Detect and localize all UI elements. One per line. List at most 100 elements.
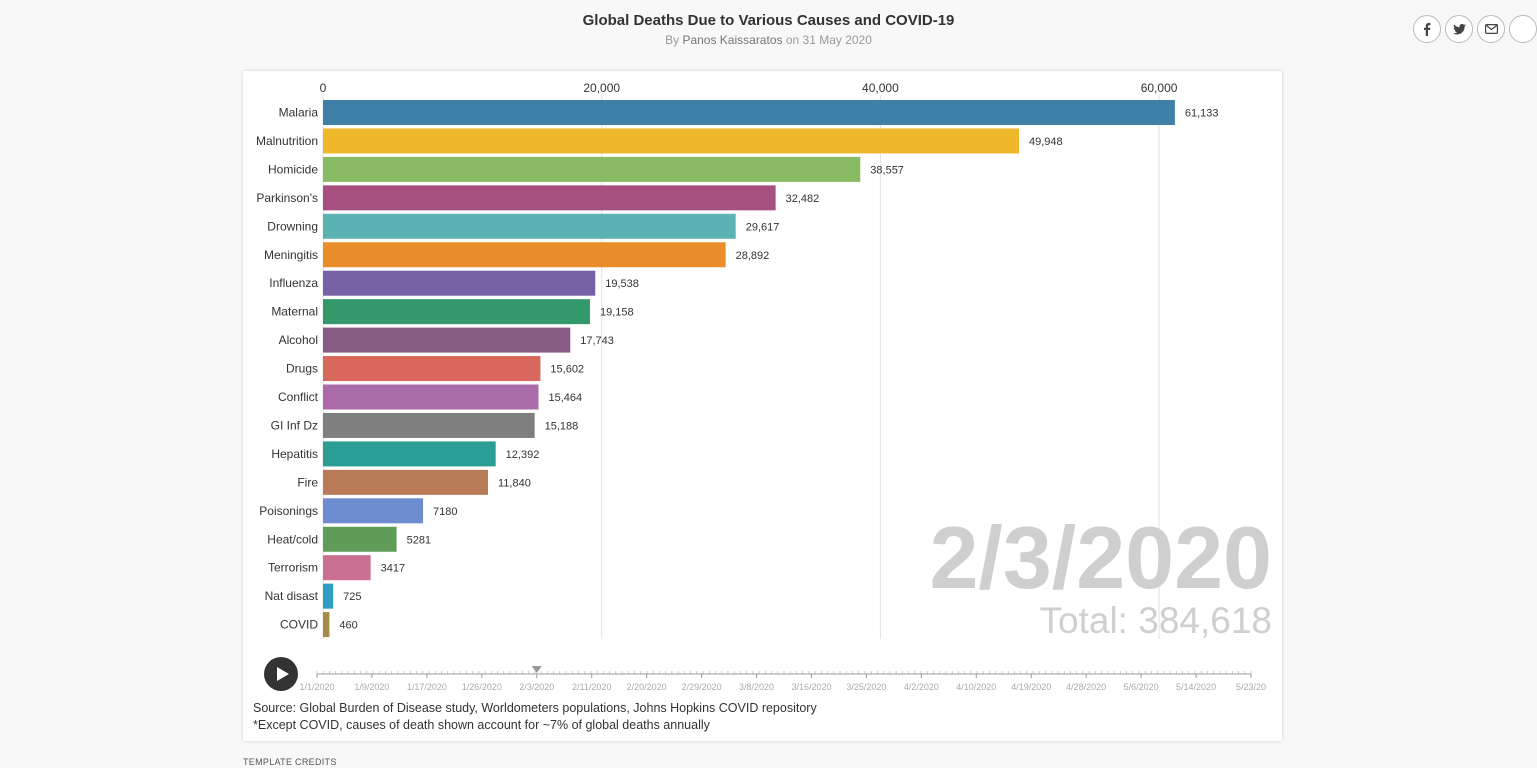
- bar: [323, 441, 496, 467]
- category-label: Alcohol: [279, 333, 318, 347]
- page-title: Global Deaths Due to Various Causes and …: [582, 12, 955, 29]
- category-label: Homicide: [268, 162, 318, 176]
- bar: [323, 469, 488, 495]
- value-label: 15,464: [548, 392, 582, 404]
- bar: [323, 555, 371, 581]
- source-note: Source: Global Burden of Disease study, …: [253, 700, 1273, 734]
- page-header: Global Deaths Due to Various Causes and …: [0, 12, 1537, 47]
- facebook-share-button[interactable]: [1413, 15, 1441, 43]
- value-label: 29,617: [746, 221, 780, 233]
- category-label: Malnutrition: [256, 134, 318, 148]
- category-label: Nat disast: [265, 589, 319, 603]
- timeline-date-label[interactable]: 2/29/2020: [682, 682, 722, 692]
- value-label: 19,158: [600, 307, 634, 319]
- bar: [323, 498, 424, 524]
- category-label: COVID: [280, 618, 318, 632]
- category-label: Parkinson's: [256, 191, 318, 205]
- timeline-date-label[interactable]: 4/10/2020: [956, 682, 996, 692]
- source-line: Source: Global Burden of Disease study, …: [253, 701, 817, 715]
- category-label: Terrorism: [268, 561, 318, 575]
- value-label: 5281: [407, 534, 431, 546]
- bar-chart-race: 0 20,000 40,000 60,000 Malaria 61,133 Malnutr…: [256, 81, 1272, 692]
- bar: [323, 612, 330, 638]
- timeline-date-label[interactable]: 4/2/2020: [904, 682, 939, 692]
- value-label: 11,840: [498, 477, 531, 489]
- category-label: Poisonings: [259, 504, 318, 518]
- timeline-date-label[interactable]: 1/1/2020: [299, 682, 334, 692]
- timeline-date-label[interactable]: 3/16/2020: [791, 682, 831, 692]
- value-label: 28,892: [736, 250, 770, 262]
- category-label: Malaria: [279, 106, 319, 120]
- timeline-date-label[interactable]: 3/8/2020: [739, 682, 774, 692]
- x-tick-label: 20,000: [583, 81, 620, 95]
- value-label: 12,392: [506, 449, 540, 461]
- timeline-date-label[interactable]: 1/9/2020: [354, 682, 389, 692]
- category-label: Influenza: [269, 276, 318, 290]
- category-label: Drugs: [286, 362, 318, 376]
- bar: [323, 356, 541, 382]
- value-label: 15,602: [550, 364, 584, 376]
- timeline-date-label[interactable]: 4/19/2020: [1011, 682, 1051, 692]
- value-label: 61,133: [1185, 108, 1219, 120]
- value-label: 38,557: [870, 164, 904, 176]
- category-label: Maternal: [271, 305, 318, 319]
- facebook-icon: [1424, 22, 1431, 36]
- byline: By Panos Kaissaratos on 31 May 2020: [0, 33, 1537, 47]
- template-credits[interactable]: TEMPLATE CREDITS: [243, 757, 337, 767]
- category-label: Drowning: [267, 219, 318, 233]
- total-label: Total: 384,618: [1040, 600, 1272, 641]
- value-label: 32,482: [786, 193, 820, 205]
- value-label: 49,948: [1029, 136, 1063, 148]
- bar: [323, 185, 776, 211]
- timeline-handle[interactable]: [531, 666, 542, 673]
- timeline-date-label[interactable]: 3/25/2020: [846, 682, 886, 692]
- timeline-date-label[interactable]: 2/20/2020: [627, 682, 667, 692]
- twitter-share-button[interactable]: [1445, 15, 1473, 43]
- footnote-line: *Except COVID, causes of death shown acc…: [253, 718, 710, 732]
- bar: [323, 270, 596, 296]
- value-label: 15,188: [545, 420, 579, 432]
- timeline-date-label[interactable]: 5/14/2020: [1176, 682, 1216, 692]
- play-button[interactable]: [264, 657, 298, 691]
- bar: [323, 384, 539, 410]
- bars: Malaria 61,133 Malnutrition 49,948 Homicide 3…: [256, 100, 1219, 638]
- timeline-date-label[interactable]: 1/26/2020: [462, 682, 502, 692]
- timeline-date-label[interactable]: 2/3/2020: [519, 682, 554, 692]
- x-tick-label: 0: [320, 81, 327, 95]
- bar: [323, 299, 590, 325]
- bar: [323, 327, 571, 353]
- twitter-icon: [1452, 23, 1466, 34]
- value-label: 7180: [433, 506, 457, 518]
- bar: [323, 100, 1175, 125]
- value-label: 17,743: [580, 335, 614, 347]
- bar: [323, 526, 397, 552]
- publish-date: on 31 May 2020: [785, 33, 872, 47]
- value-label: 725: [343, 591, 361, 603]
- author-link[interactable]: Panos Kaissaratos: [682, 33, 783, 47]
- timeline-date-label[interactable]: 5/6/2020: [1124, 682, 1159, 692]
- value-label: 19,538: [605, 278, 639, 290]
- x-tick-label: 60,000: [1141, 81, 1178, 95]
- timeline-date-label[interactable]: 5/23/20: [1236, 682, 1266, 692]
- x-tick-label: 40,000: [862, 81, 899, 95]
- share-buttons: [1409, 15, 1537, 43]
- timeline-date-label[interactable]: 4/28/2020: [1066, 682, 1106, 692]
- timeline-date-label[interactable]: 1/17/2020: [407, 682, 447, 692]
- category-label: Meningitis: [264, 248, 318, 262]
- timeline-slider[interactable]: 1/1/2020 1/9/2020 1/17/2020 1/26/2020 2/3/20…: [299, 666, 1266, 692]
- category-label: Fire: [297, 475, 318, 489]
- more-share-button[interactable]: [1509, 15, 1537, 43]
- bar: [323, 213, 736, 239]
- value-label: 3417: [381, 563, 405, 575]
- bar: [323, 412, 535, 438]
- current-date-label: 2/3/2020: [929, 508, 1272, 607]
- email-share-button[interactable]: [1477, 15, 1505, 43]
- x-axis-ticks: 0 20,000 40,000 60,000: [320, 81, 1178, 95]
- bar: [323, 242, 726, 268]
- category-label: GI Inf Dz: [271, 418, 318, 432]
- bar: [323, 156, 861, 182]
- timeline-date-label[interactable]: 2/11/2020: [572, 682, 611, 692]
- value-label: 460: [339, 620, 357, 632]
- bar: [323, 128, 1020, 154]
- category-label: Heat/cold: [267, 532, 318, 546]
